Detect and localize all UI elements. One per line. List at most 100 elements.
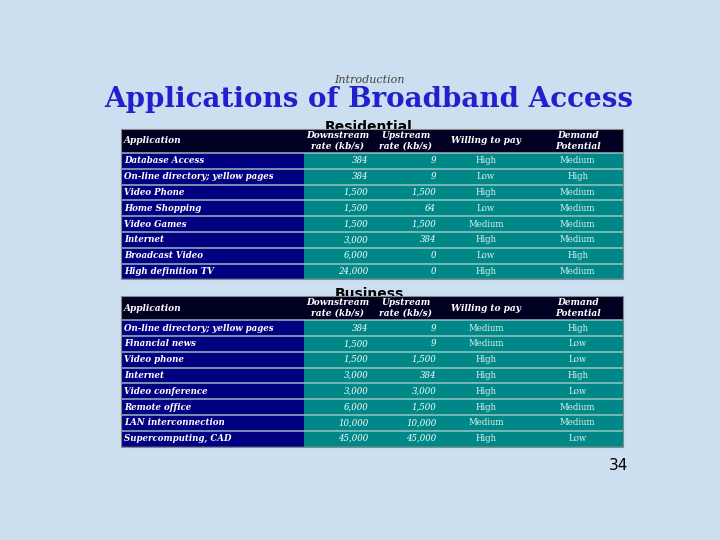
Bar xyxy=(440,264,533,279)
Text: Medium: Medium xyxy=(560,235,595,245)
Text: Internet: Internet xyxy=(124,371,164,380)
Bar xyxy=(440,383,533,399)
Text: Internet: Internet xyxy=(124,235,164,245)
Bar xyxy=(121,415,304,431)
Text: Low: Low xyxy=(569,434,587,443)
Text: Database Access: Database Access xyxy=(124,157,204,165)
Text: Introduction: Introduction xyxy=(334,75,404,85)
Bar xyxy=(304,336,372,352)
Bar xyxy=(533,383,623,399)
Bar xyxy=(121,296,623,447)
Bar xyxy=(440,320,533,336)
Text: 384: 384 xyxy=(352,157,369,165)
Text: Medium: Medium xyxy=(468,323,504,333)
Text: 45,000: 45,000 xyxy=(406,434,436,443)
Bar xyxy=(533,336,623,352)
Bar xyxy=(440,185,533,200)
Text: On-line directory; yellow pages: On-line directory; yellow pages xyxy=(124,172,274,181)
Bar xyxy=(533,368,623,383)
Text: Low: Low xyxy=(477,251,495,260)
Bar xyxy=(533,169,623,185)
Bar xyxy=(121,320,304,336)
Text: 3,000: 3,000 xyxy=(343,371,369,380)
Text: Medium: Medium xyxy=(560,402,595,411)
Text: Medium: Medium xyxy=(468,220,504,228)
Bar xyxy=(440,431,533,447)
Text: High: High xyxy=(567,172,588,181)
Bar xyxy=(533,232,623,248)
Text: Downstream
rate (kb/s): Downstream rate (kb/s) xyxy=(306,131,369,151)
Bar xyxy=(372,383,440,399)
Bar xyxy=(440,169,533,185)
Text: High: High xyxy=(475,235,497,245)
Bar xyxy=(533,399,623,415)
Bar xyxy=(440,200,533,216)
Text: 1,500: 1,500 xyxy=(343,220,369,228)
Bar xyxy=(304,200,372,216)
Text: 64: 64 xyxy=(426,204,436,213)
Bar xyxy=(372,264,440,279)
Text: Medium: Medium xyxy=(468,418,504,427)
Bar xyxy=(121,431,304,447)
Text: 34: 34 xyxy=(609,458,629,473)
Text: 9: 9 xyxy=(431,339,436,348)
Text: 1,500: 1,500 xyxy=(343,355,369,364)
Text: 1,500: 1,500 xyxy=(343,188,369,197)
Bar xyxy=(121,264,304,279)
Bar xyxy=(372,399,440,415)
Text: 9: 9 xyxy=(431,323,436,333)
Bar xyxy=(304,169,372,185)
Text: 0: 0 xyxy=(431,267,436,276)
Bar xyxy=(121,200,304,216)
Bar xyxy=(533,216,623,232)
Text: 384: 384 xyxy=(352,323,369,333)
Bar xyxy=(304,415,372,431)
Text: Video Phone: Video Phone xyxy=(124,188,184,197)
Text: 1,500: 1,500 xyxy=(412,402,436,411)
Text: 1,500: 1,500 xyxy=(343,339,369,348)
Text: High: High xyxy=(567,323,588,333)
Bar xyxy=(372,415,440,431)
Text: Medium: Medium xyxy=(560,418,595,427)
Text: Willing to pay: Willing to pay xyxy=(451,303,521,313)
Bar xyxy=(304,431,372,447)
Text: Willing to pay: Willing to pay xyxy=(451,137,521,145)
Bar xyxy=(440,336,533,352)
Text: High: High xyxy=(475,267,497,276)
Text: Upstream
rate (kb/s): Upstream rate (kb/s) xyxy=(379,131,432,151)
Bar xyxy=(533,185,623,200)
Bar xyxy=(121,368,304,383)
Text: Medium: Medium xyxy=(468,339,504,348)
Bar xyxy=(304,264,372,279)
Bar xyxy=(372,200,440,216)
Bar xyxy=(121,169,304,185)
Bar xyxy=(121,216,304,232)
Text: 384: 384 xyxy=(420,235,436,245)
Text: 1,500: 1,500 xyxy=(412,355,436,364)
Bar xyxy=(121,248,304,264)
Text: High: High xyxy=(475,402,497,411)
Bar xyxy=(372,368,440,383)
Text: Applications of Broadband Access: Applications of Broadband Access xyxy=(104,85,634,113)
Text: Business: Business xyxy=(334,287,404,301)
Bar xyxy=(440,232,533,248)
Text: Demand
Potential: Demand Potential xyxy=(555,131,600,151)
Text: Application: Application xyxy=(124,137,181,145)
Text: 6,000: 6,000 xyxy=(343,402,369,411)
Text: High: High xyxy=(567,371,588,380)
Bar xyxy=(304,383,372,399)
Text: 384: 384 xyxy=(352,172,369,181)
Bar xyxy=(372,216,440,232)
Text: High: High xyxy=(475,387,497,396)
Text: Video Games: Video Games xyxy=(124,220,186,228)
Text: Supercomputing, CAD: Supercomputing, CAD xyxy=(124,434,232,443)
Text: High definition TV: High definition TV xyxy=(124,267,214,276)
Text: 9: 9 xyxy=(431,157,436,165)
Text: Video phone: Video phone xyxy=(124,355,184,364)
Bar xyxy=(121,153,304,169)
Bar xyxy=(533,352,623,368)
Bar xyxy=(304,352,372,368)
Text: 6,000: 6,000 xyxy=(343,251,369,260)
Bar xyxy=(121,296,623,320)
Text: 3,000: 3,000 xyxy=(343,235,369,245)
